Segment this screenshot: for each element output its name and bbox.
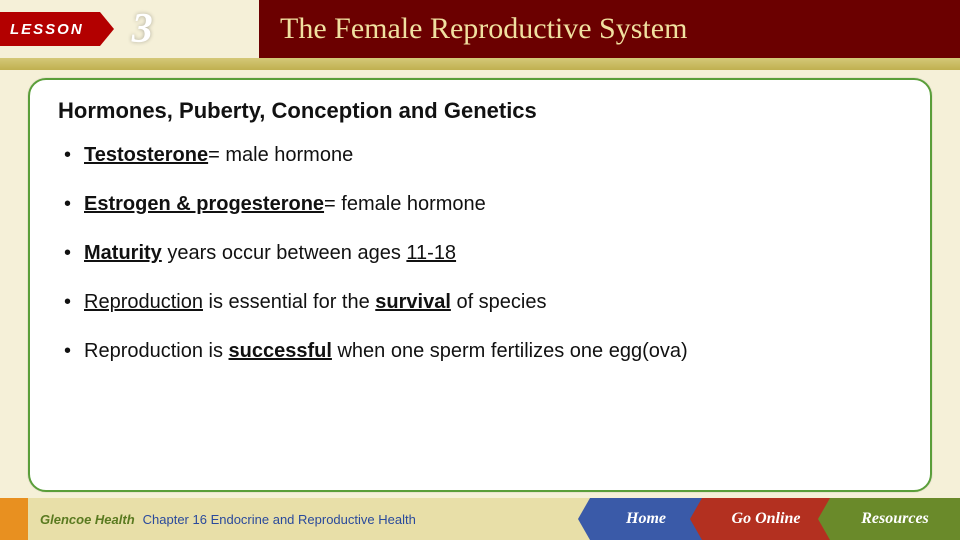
go-online-button[interactable]: Go Online <box>702 498 830 540</box>
bullet-mid: years occur between ages <box>162 242 407 264</box>
section-heading: Hormones, Puberty, Conception and Geneti… <box>58 98 902 124</box>
list-item: Estrogen & progesterone= female hormone <box>62 191 902 218</box>
bullet-rest: when one sperm fertilizes one egg(ova) <box>332 340 688 362</box>
term: Estrogen & progesterone <box>84 193 324 215</box>
home-label: Home <box>626 510 666 528</box>
term: Testosterone <box>84 144 208 166</box>
lesson-label-tab: LESSON <box>0 12 100 46</box>
bullet-pre: Reproduction is <box>84 340 229 362</box>
tail: 11-18 <box>406 242 456 264</box>
key: survival <box>375 291 451 313</box>
lesson-number: 3 <box>132 5 153 53</box>
bullet-rest: of species <box>451 291 547 313</box>
online-label: Go Online <box>732 510 801 528</box>
list-item: Reproduction is successful when one sper… <box>62 338 902 365</box>
bullet-rest: = male hormone <box>208 144 353 166</box>
lesson-tab-group: LESSON 3 <box>0 0 260 58</box>
footer-accent <box>0 498 28 540</box>
bullet-rest: = female hormone <box>324 193 486 215</box>
term: Maturity <box>84 242 162 264</box>
resources-label: Resources <box>861 510 929 528</box>
content-panel: Hormones, Puberty, Conception and Geneti… <box>28 78 932 492</box>
resources-button[interactable]: Resources <box>830 498 960 540</box>
footer-buttons: Home Go Online Resources <box>590 498 960 540</box>
footer-bar: Glencoe Health Chapter 16 Endocrine and … <box>0 498 960 540</box>
chapter-label: Chapter 16 Endocrine and Reproductive He… <box>143 512 416 527</box>
list-item: Maturity years occur between ages 11-18 <box>62 240 902 267</box>
list-item: Reproduction is essential for the surviv… <box>62 289 902 316</box>
footer-info: Glencoe Health Chapter 16 Endocrine and … <box>0 498 590 540</box>
header-chevron <box>228 0 258 58</box>
term: successful <box>229 340 332 362</box>
term: Reproduction <box>84 291 203 313</box>
page-title: The Female Reproductive System <box>260 0 687 58</box>
bullet-list: Testosterone= male hormone Estrogen & pr… <box>58 142 902 365</box>
list-item: Testosterone= male hormone <box>62 142 902 169</box>
bullet-mid: is essential for the <box>203 291 375 313</box>
accent-strip <box>0 58 960 70</box>
header-bar: LESSON 3 The Female Reproductive System <box>0 0 960 58</box>
lesson-label: LESSON <box>10 21 84 38</box>
home-button[interactable]: Home <box>590 498 702 540</box>
brand-name: Glencoe Health <box>40 512 135 527</box>
